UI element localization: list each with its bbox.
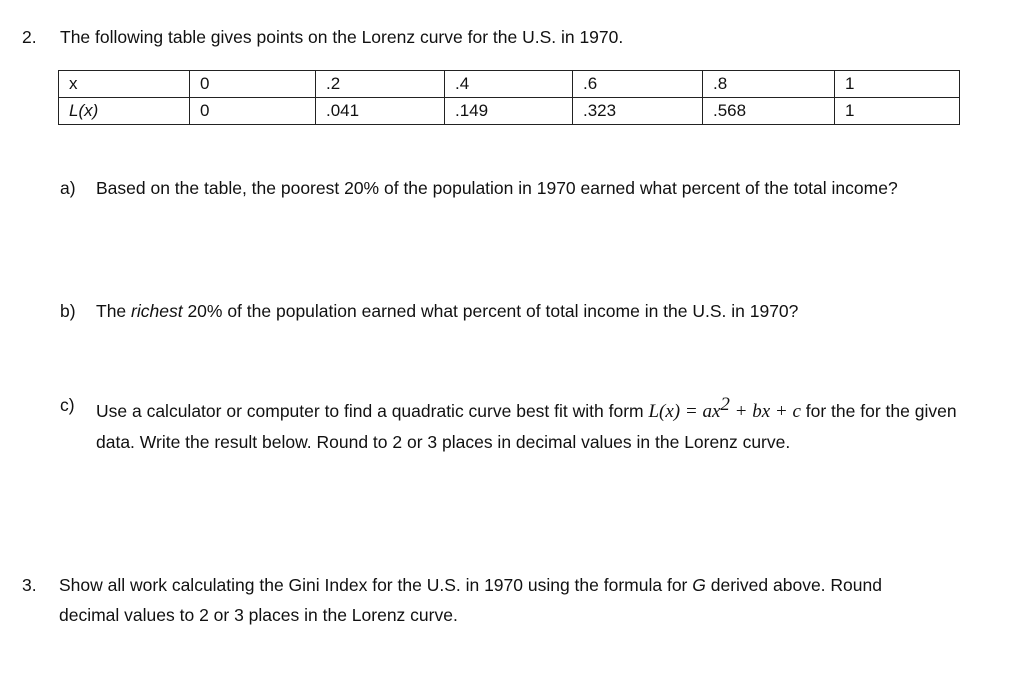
question-number: 3. bbox=[22, 575, 37, 595]
part-text: Use a calculator or computer to find a q… bbox=[96, 390, 966, 457]
table-row: L(x) 0.041.149.323.568 1 bbox=[58, 97, 960, 125]
text: 20% of the population earned what percen… bbox=[182, 301, 799, 321]
question-text: The following table gives points on the … bbox=[60, 27, 624, 47]
table-row: x 0.2.4.6.8 1 bbox=[58, 70, 960, 98]
table-cell: .323 bbox=[572, 97, 703, 125]
text: Based on the table, the poorest 20% of t… bbox=[96, 178, 898, 198]
part-label: c) bbox=[60, 395, 75, 415]
part-label: a) bbox=[60, 178, 76, 198]
table-cell: .6 bbox=[572, 70, 703, 98]
lorenz-table: x 0.2.4.6.8 1 L(x) 0.041.149.323.568 1 bbox=[58, 70, 960, 125]
table-cell: 0 bbox=[189, 70, 316, 98]
text: Show all work calculating the Gini Index… bbox=[59, 575, 693, 595]
table-cell: .149 bbox=[444, 97, 573, 125]
math: + bx + c bbox=[729, 400, 801, 422]
emphasis: richest bbox=[131, 301, 183, 321]
table-cell: .8 bbox=[702, 70, 835, 98]
table-cell: .568 bbox=[702, 97, 835, 125]
table-cell: 1 bbox=[834, 97, 960, 125]
table-cell: .041 bbox=[315, 97, 445, 125]
question-text: Show all work calculating the Gini Index… bbox=[59, 570, 929, 630]
part-text: The richest 20% of the population earned… bbox=[96, 296, 996, 326]
emphasis: G bbox=[692, 575, 706, 595]
math: L(x) = ax bbox=[648, 400, 721, 422]
math-exponent: 2 bbox=[720, 394, 730, 415]
table-cell: .2 bbox=[315, 70, 445, 98]
table-cell: x bbox=[58, 70, 190, 98]
part-text: Based on the table, the poorest 20% of t… bbox=[96, 173, 941, 203]
table-cell: 1 bbox=[834, 70, 960, 98]
table-cell: L(x) bbox=[58, 97, 190, 125]
part-label: b) bbox=[60, 301, 76, 321]
text: Use a calculator or computer to find a q… bbox=[96, 400, 649, 421]
text: for the for the given data. Write the re… bbox=[96, 400, 957, 452]
text: The bbox=[96, 301, 132, 321]
table-cell: 0 bbox=[189, 97, 316, 125]
text: derived above. Round decimal values to 2… bbox=[59, 575, 882, 625]
question-number: 2. bbox=[22, 27, 37, 47]
table-cell: .4 bbox=[444, 70, 573, 98]
